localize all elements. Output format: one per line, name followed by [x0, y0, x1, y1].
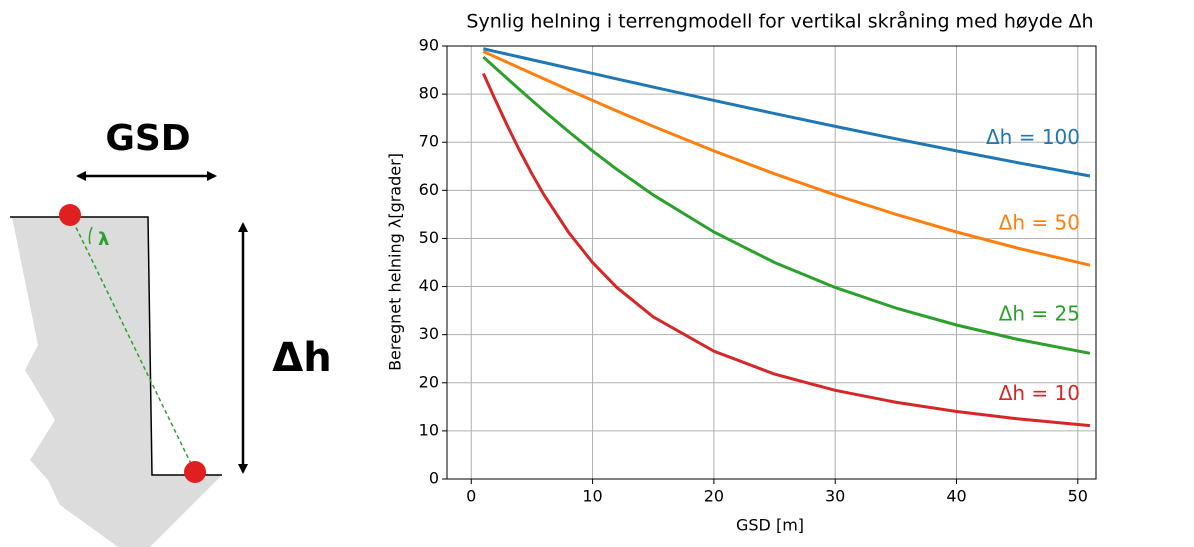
- x-tick-label: 20: [704, 487, 724, 506]
- y-tick-label: 0: [429, 469, 439, 488]
- series-label: Δh = 50: [999, 211, 1080, 235]
- plot: 0 10 20 30 40 50 60 70 80 90 0 10 20 30 40 50 Δh = 100 Δh…: [419, 36, 1097, 506]
- y-tick-label: 10: [419, 420, 439, 439]
- sight-line: [69, 214, 196, 473]
- y-tick-label: 30: [419, 324, 439, 343]
- x-tick-label: 0: [466, 487, 476, 506]
- x-tick-label: 40: [946, 487, 966, 506]
- dh-label: Δh: [272, 335, 331, 381]
- bottom-point: [184, 461, 206, 483]
- plot-frame: [446, 45, 1097, 480]
- x-tick-label: 30: [825, 487, 845, 506]
- y-tick-label: 60: [419, 180, 439, 199]
- top-point: [59, 204, 81, 226]
- series-line: [483, 47, 1091, 178]
- chart-title: Synlig helning i terrengmodell for verti…: [466, 10, 1093, 33]
- y-axis-label: Beregnet helning λ[grader]: [386, 153, 405, 371]
- slope-body: [12, 217, 222, 547]
- diagram: λ GSD Δh: [10, 118, 332, 547]
- y-tick-label: 40: [419, 276, 439, 295]
- y-tick-label: 80: [419, 84, 439, 103]
- y-tick-label: 20: [419, 372, 439, 391]
- x-tick-label: 10: [582, 487, 602, 506]
- series-label: Δh = 10: [999, 381, 1080, 405]
- y-tick-label: 70: [419, 132, 439, 151]
- y-tick-label: 50: [419, 228, 439, 247]
- series-line: [482, 55, 1091, 355]
- series-label: Δh = 25: [999, 302, 1080, 326]
- series-line: [482, 50, 1091, 267]
- lambda-arc: [88, 226, 93, 245]
- lambda-label: λ: [98, 229, 109, 250]
- x-tick-label: 50: [1068, 487, 1088, 506]
- y-tick-label: 90: [419, 36, 439, 55]
- series-label: Δh = 100: [986, 125, 1080, 149]
- series-line: [482, 72, 1091, 428]
- x-axis-label: GSD [m]: [736, 516, 804, 535]
- gsd-label: GSD: [105, 118, 190, 159]
